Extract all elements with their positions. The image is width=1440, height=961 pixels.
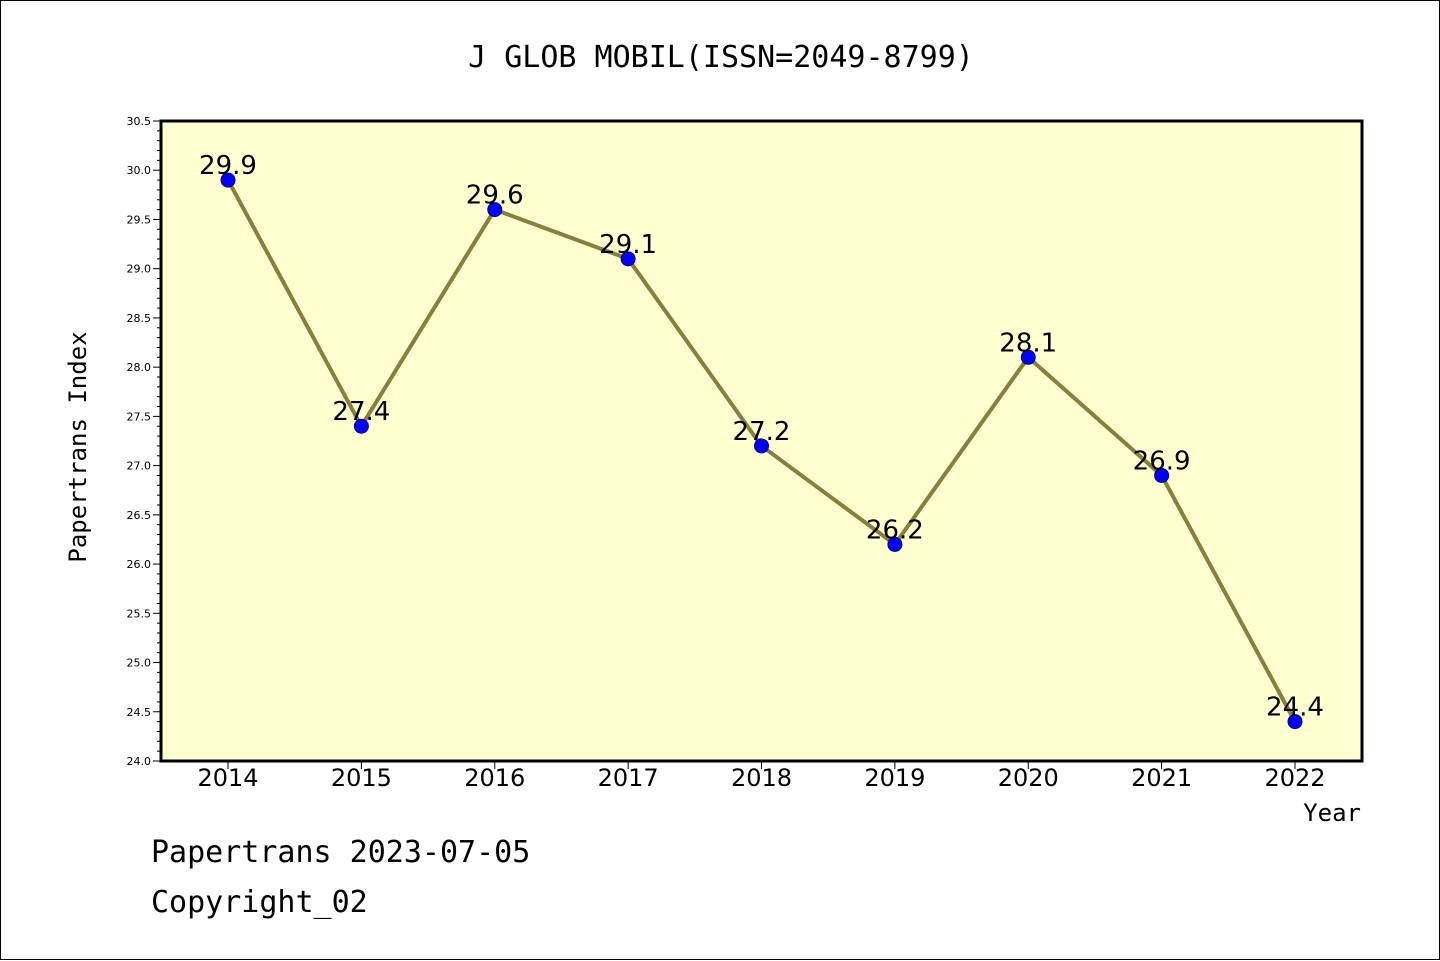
y-tick-label: 26.5 <box>127 509 152 522</box>
x-axis: 2014 2015 2016 2017 2018 2019 2020 2021 2022 <box>197 761 1326 792</box>
data-point <box>754 438 769 454</box>
x-tick-label: 2016 <box>464 764 525 792</box>
series-papertrans-index: 29.9 27.4 29.6 29.1 27.2 26.2 28.1 26.9 24.4 <box>199 151 1324 730</box>
data-label: 24.4 <box>1266 693 1324 723</box>
y-tick-label: 29.5 <box>127 213 152 226</box>
x-axis-label: Year <box>1303 799 1361 827</box>
x-tick-label: 2017 <box>598 764 659 792</box>
y-tick-label: 27.5 <box>127 410 152 423</box>
data-point <box>1020 349 1036 365</box>
y-tick-label: 30.0 <box>127 164 152 177</box>
y-tick-label: 28.0 <box>127 361 152 374</box>
data-point <box>1287 714 1303 730</box>
y-tick-label: 28.5 <box>127 312 152 325</box>
data-point <box>620 251 636 267</box>
data-label: 29.9 <box>199 151 257 181</box>
data-label: 27.2 <box>733 417 791 447</box>
y-tick-label: 24.5 <box>127 706 152 719</box>
data-point <box>887 536 903 552</box>
x-tick-label: 2021 <box>1131 764 1192 792</box>
x-tick-label: 2019 <box>864 764 925 792</box>
x-tick-label: 2018 <box>731 764 792 792</box>
y-axis-label: Papertrans Index <box>64 331 92 562</box>
y-tick-label: 24.0 <box>127 755 152 768</box>
data-point <box>353 418 369 434</box>
data-label: 26.2 <box>866 515 924 545</box>
y-tick-label: 26.0 <box>127 558 152 571</box>
data-point <box>220 172 236 188</box>
y-axis: 24.0 24.5 25.0 25.5 26.0 26.5 27.0 27.5 28.0 28.5… <box>127 115 161 768</box>
y-tick-label: 29.0 <box>127 263 152 276</box>
y-tick-label: 25.0 <box>127 657 152 670</box>
x-tick-label: 2022 <box>1264 764 1325 792</box>
data-label: 29.1 <box>599 230 657 260</box>
data-point <box>1154 467 1170 483</box>
chart-title: J GLOB MOBIL(ISSN=2049-8799) <box>468 40 974 75</box>
data-label: 29.6 <box>466 181 524 211</box>
footer-date-line: Papertrans 2023-07-05 <box>151 835 531 870</box>
data-label: 28.1 <box>999 328 1057 358</box>
x-tick-label: 2014 <box>197 764 258 792</box>
y-tick-label: 30.5 <box>127 115 152 128</box>
data-point <box>487 202 503 218</box>
data-label: 27.4 <box>332 397 390 427</box>
x-tick-label: 2020 <box>998 764 1059 792</box>
data-label: 26.9 <box>1133 446 1191 476</box>
x-tick-label: 2015 <box>331 764 392 792</box>
footer-copyright-line: Copyright_02 <box>151 885 368 920</box>
y-tick-label: 25.5 <box>127 607 152 620</box>
y-tick-label: 27.0 <box>127 460 152 473</box>
